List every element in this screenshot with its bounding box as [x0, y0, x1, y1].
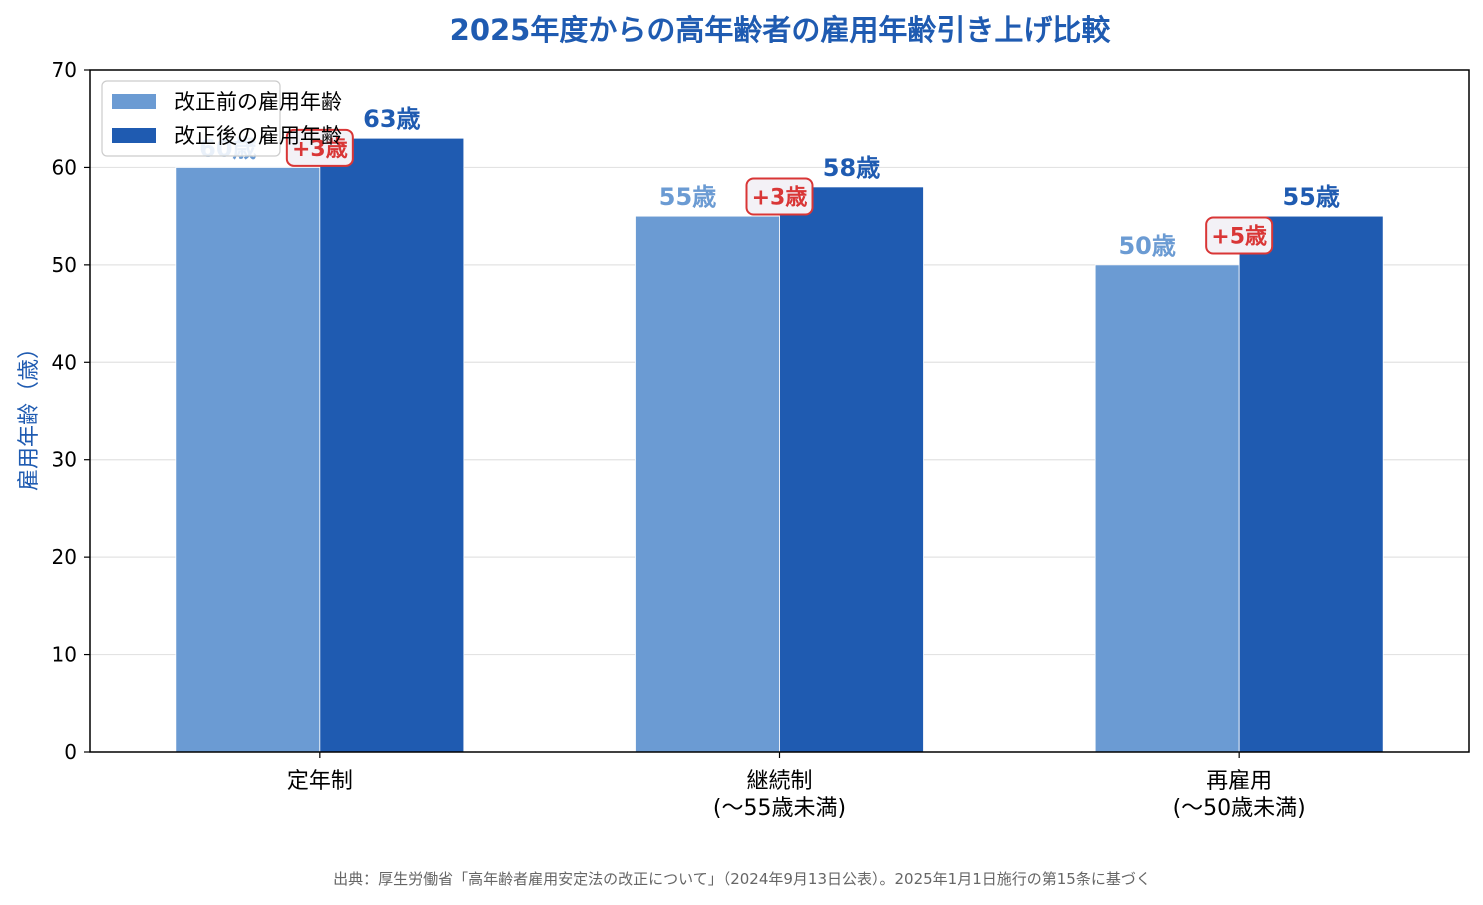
bars-layer: [175, 137, 1384, 753]
y-tick-label: 70: [52, 58, 77, 82]
difference-label: +3歳: [752, 186, 808, 211]
bar-before: [175, 167, 321, 753]
legend-entry-label: 改正前の雇用年齢: [174, 90, 342, 114]
bar-value-label: 55歳: [1282, 183, 1339, 211]
y-tick-label: 50: [52, 253, 77, 277]
y-tick-label: 30: [52, 448, 77, 472]
difference-box: [745, 177, 814, 216]
bar-after: [319, 137, 465, 753]
y-tick-label: 20: [52, 545, 77, 569]
bar-after: [1238, 215, 1384, 753]
y-tick-label: 40: [52, 350, 77, 374]
y-tick-label: 10: [52, 643, 77, 667]
chart-title: 2025年度からの高年齢者の雇用年齢引き上げ比較: [450, 13, 1112, 47]
x-category-sublabel: (〜50歳未満): [1173, 796, 1306, 821]
difference-label: +3歳: [292, 137, 348, 162]
difference-box: [285, 128, 354, 167]
axis-layer: 0 10 20 30 40 50 60 70 定年制 継続制(〜55歳未満) 再雇用(〜50歳未満): [52, 58, 1306, 821]
difference-box: [1205, 216, 1274, 255]
value-labels-layer: 60歳63歳55歳58歳50歳55歳: [199, 105, 1340, 260]
bar-before: [635, 215, 780, 753]
legend-entry-label: 改正後の雇用年齢: [174, 124, 342, 148]
y-axis-label: 雇用年齢（歳）: [17, 337, 42, 491]
difference-annotation: +5歳: [1205, 216, 1274, 255]
y-tick-label: 60: [52, 155, 77, 179]
bar-value-label: 55歳: [659, 183, 716, 211]
x-category-label: 継続制: [746, 769, 812, 794]
legend-swatch: [112, 128, 156, 143]
bar-value-label: 58歳: [823, 154, 880, 182]
difference-annotation: +3歳: [745, 177, 814, 216]
difference-annotations: +3歳 +3歳 +5歳: [285, 128, 1274, 255]
x-category-label: 定年制: [287, 769, 353, 794]
bar-value-label: 63歳: [363, 105, 420, 133]
x-category-sublabel: (〜55歳未満): [713, 796, 846, 821]
x-category-label: 再雇用: [1206, 769, 1272, 794]
y-tick-label: 0: [64, 740, 77, 764]
bar-before: [1094, 264, 1240, 753]
legend-swatch: [112, 94, 156, 109]
source-footnote: 出典：厚生労働省「高年齢者雇用安定法の改正について」（2024年9月13日公表）…: [333, 870, 1151, 888]
difference-annotation: +3歳: [285, 128, 354, 167]
bar-value-label: 50歳: [1118, 232, 1175, 260]
bar-after: [779, 186, 924, 753]
difference-label: +5歳: [1211, 225, 1267, 250]
